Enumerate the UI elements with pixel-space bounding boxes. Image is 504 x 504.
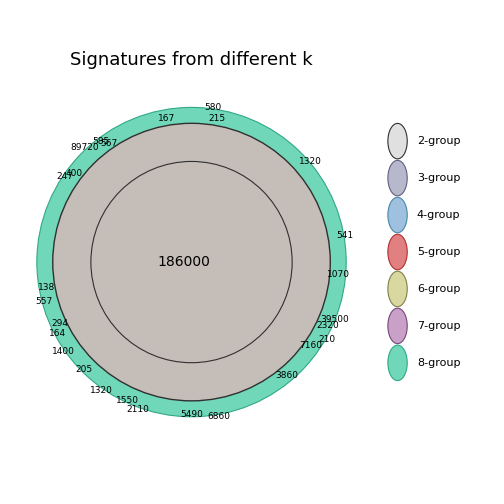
Text: 3860: 3860: [275, 371, 298, 380]
Text: 2320: 2320: [316, 321, 339, 330]
Text: 4-group: 4-group: [417, 210, 461, 220]
Text: 1320: 1320: [299, 157, 323, 166]
Circle shape: [388, 197, 407, 233]
Text: 215: 215: [208, 114, 225, 123]
Text: 1550: 1550: [115, 396, 139, 405]
Text: 5-group: 5-group: [417, 247, 460, 257]
Circle shape: [388, 123, 407, 159]
Text: 6-group: 6-group: [417, 284, 460, 294]
Circle shape: [48, 119, 335, 405]
Text: 1400: 1400: [52, 347, 75, 356]
Circle shape: [44, 114, 339, 410]
Text: 541: 541: [336, 230, 353, 239]
Text: 8-group: 8-group: [417, 358, 461, 368]
Text: 167: 167: [158, 114, 175, 123]
Circle shape: [388, 308, 407, 344]
Text: 3-group: 3-group: [417, 173, 460, 183]
Text: 210: 210: [318, 336, 335, 345]
Circle shape: [388, 345, 407, 381]
Circle shape: [388, 160, 407, 196]
Text: 138: 138: [38, 283, 55, 292]
Text: 186000: 186000: [157, 255, 210, 269]
Circle shape: [388, 271, 407, 307]
Text: 294: 294: [51, 319, 69, 328]
Text: 7-group: 7-group: [417, 321, 461, 331]
Text: 89720: 89720: [71, 143, 99, 152]
Text: 7160: 7160: [299, 341, 322, 350]
Text: 585: 585: [92, 137, 109, 146]
Text: 164: 164: [49, 329, 66, 338]
Circle shape: [53, 123, 330, 401]
Text: 580: 580: [205, 103, 222, 112]
Text: 1070: 1070: [327, 271, 350, 279]
Text: 2-group: 2-group: [417, 136, 461, 146]
Text: 567: 567: [100, 139, 117, 148]
Circle shape: [41, 112, 342, 412]
Text: 1320: 1320: [90, 386, 113, 395]
Text: 5490: 5490: [180, 410, 203, 419]
Circle shape: [46, 116, 337, 408]
Text: 205: 205: [75, 365, 92, 374]
Text: 2110: 2110: [127, 405, 149, 414]
Text: 557: 557: [35, 297, 53, 306]
Title: Signatures from different k: Signatures from different k: [70, 51, 313, 69]
Circle shape: [39, 110, 344, 414]
Text: 39500: 39500: [321, 316, 349, 325]
Circle shape: [50, 121, 333, 403]
Text: 6860: 6860: [207, 412, 230, 421]
Circle shape: [388, 234, 407, 270]
Text: 400: 400: [66, 169, 83, 178]
Text: 247: 247: [56, 172, 73, 181]
Circle shape: [37, 107, 346, 417]
